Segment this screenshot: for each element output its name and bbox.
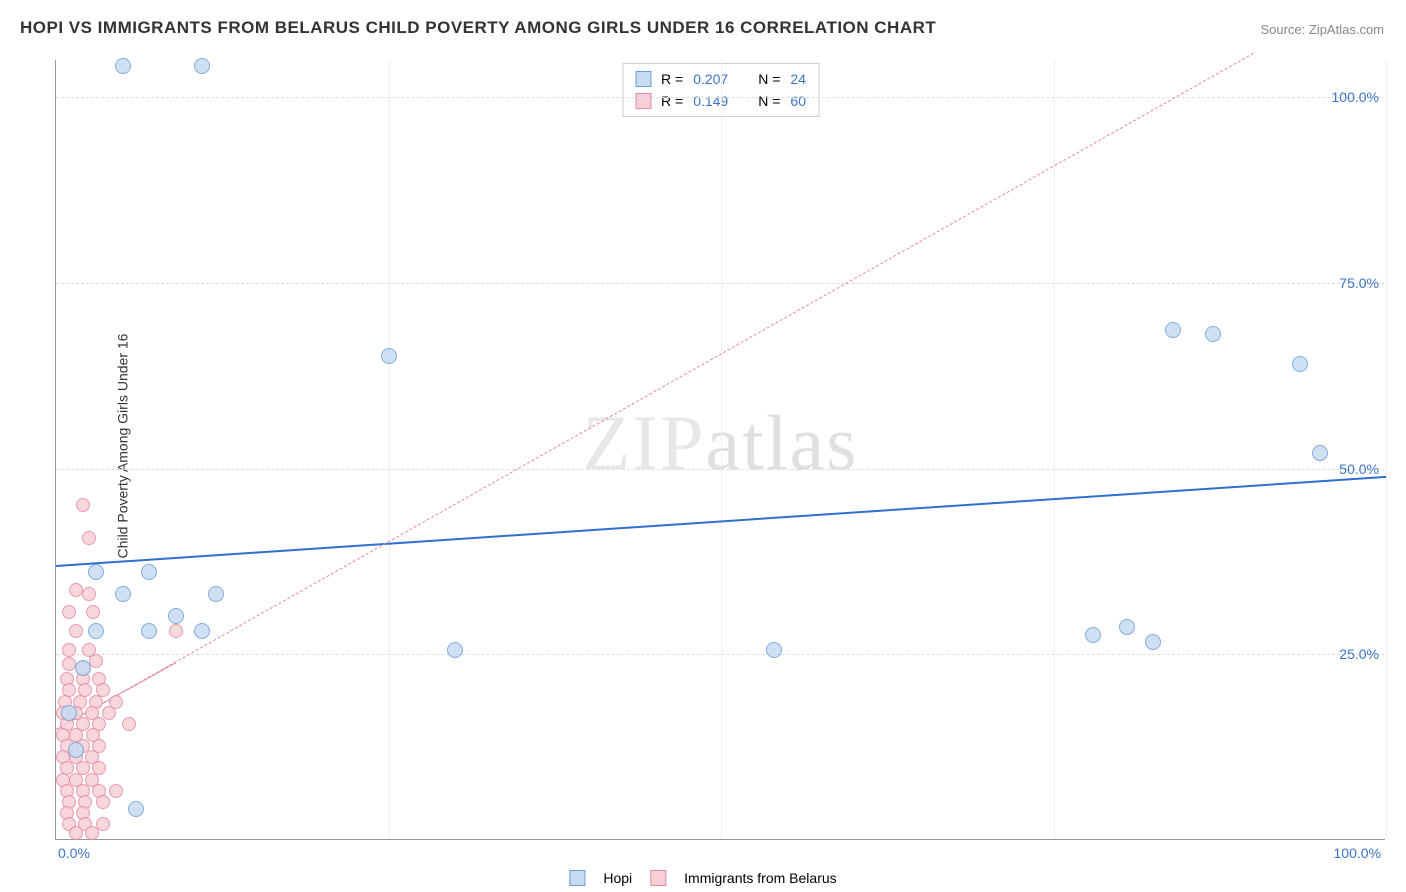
data-point [1119, 619, 1135, 635]
data-point [141, 623, 157, 639]
legend-label: Immigrants from Belarus [684, 870, 836, 886]
data-point [96, 795, 110, 809]
data-point [115, 58, 131, 74]
r-label: R = [661, 68, 683, 90]
data-point [109, 784, 123, 798]
data-point [208, 586, 224, 602]
data-point [447, 642, 463, 658]
data-point [62, 643, 76, 657]
gridline-vertical [1054, 60, 1055, 839]
data-point [1145, 634, 1161, 650]
data-point [69, 624, 83, 638]
data-point [1205, 326, 1221, 342]
data-point [61, 705, 77, 721]
legend-swatch [569, 870, 585, 886]
x-tick-label: 0.0% [58, 845, 90, 861]
data-point [68, 742, 84, 758]
gridline-vertical [1386, 60, 1387, 839]
n-label: N = [758, 90, 780, 112]
data-point [122, 717, 136, 731]
data-point [115, 586, 131, 602]
series-legend: Hopi Immigrants from Belarus [569, 870, 836, 886]
y-tick-label: 25.0% [1339, 646, 1379, 662]
legend-swatch [650, 870, 666, 886]
source-attribution: Source: ZipAtlas.com [1260, 22, 1384, 37]
data-point [128, 801, 144, 817]
y-tick-label: 75.0% [1339, 275, 1379, 291]
gridline-vertical [721, 60, 722, 839]
data-point [85, 826, 99, 840]
data-point [89, 654, 103, 668]
data-point [102, 706, 116, 720]
series-swatch [635, 93, 651, 109]
data-point [69, 583, 83, 597]
r-value: 0.149 [693, 90, 728, 112]
r-label: R = [661, 90, 683, 112]
y-tick-label: 50.0% [1339, 461, 1379, 477]
data-point [1292, 356, 1308, 372]
data-point [75, 660, 91, 676]
r-value: 0.207 [693, 68, 728, 90]
chart-title: HOPI VS IMMIGRANTS FROM BELARUS CHILD PO… [20, 18, 936, 38]
n-label: N = [758, 68, 780, 90]
data-point [82, 587, 96, 601]
data-point [69, 826, 83, 840]
data-point [88, 623, 104, 639]
gridline-vertical [389, 60, 390, 839]
data-point [194, 58, 210, 74]
series-swatch [635, 71, 651, 87]
data-point [62, 605, 76, 619]
x-tick-label: 100.0% [1334, 845, 1381, 861]
data-point [86, 605, 100, 619]
y-tick-label: 100.0% [1332, 89, 1379, 105]
legend-label: Hopi [603, 870, 632, 886]
scatter-plot-area: ZIPatlas R =0.207N =24R =0.149N =60 25.0… [55, 60, 1385, 840]
data-point [82, 531, 96, 545]
trend-line [56, 53, 1253, 730]
data-point [1165, 322, 1181, 338]
data-point [168, 608, 184, 624]
data-point [76, 498, 90, 512]
n-value: 24 [790, 68, 806, 90]
data-point [88, 564, 104, 580]
n-value: 60 [790, 90, 806, 112]
data-point [1312, 445, 1328, 461]
data-point [1085, 627, 1101, 643]
data-point [169, 624, 183, 638]
data-point [194, 623, 210, 639]
data-point [381, 348, 397, 364]
data-point [766, 642, 782, 658]
data-point [141, 564, 157, 580]
